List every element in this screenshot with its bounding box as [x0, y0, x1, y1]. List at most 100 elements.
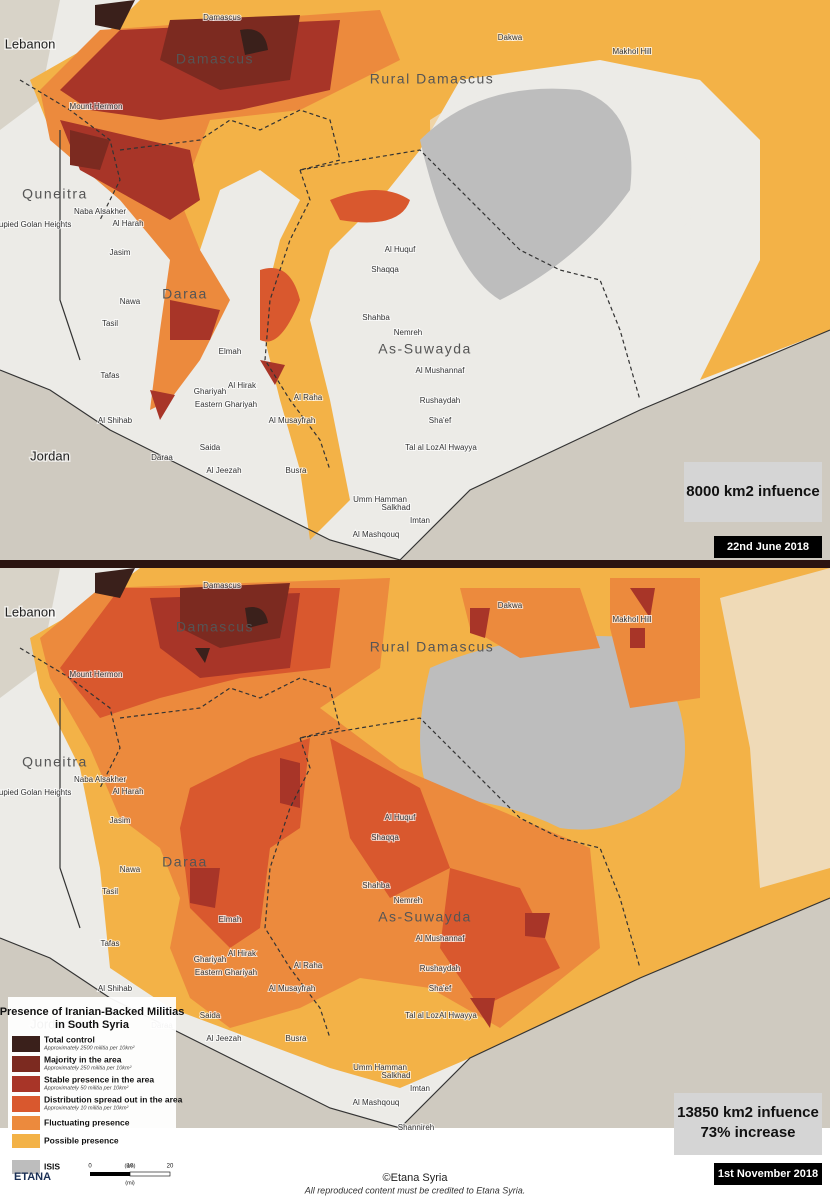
place-label: Al Mushannaf [416, 934, 466, 943]
credit: ©Etana Syria [383, 1172, 449, 1184]
country-label: Lebanon [5, 36, 56, 51]
place-label: Al Harah [112, 787, 143, 796]
place-label: Ghariyah [194, 387, 226, 396]
scale-tick: 10 [127, 1164, 134, 1170]
place-label: Sha'ef [429, 416, 452, 425]
legend-label: Possible presence [44, 1135, 119, 1145]
map-panel [0, 568, 830, 1129]
place-label: Imtan [410, 516, 430, 525]
place-label: Eastern Ghariyah [195, 400, 257, 409]
place-label: Makhol Hill [612, 615, 651, 624]
place-label: Al Musayfrah [269, 984, 316, 993]
place-label: Tal al Loz [405, 1011, 439, 1020]
legend-note: Approximately 10 militia per 10km² [43, 1105, 129, 1111]
legend-title: Presence of Iranian-Backed Militias in So… [0, 1006, 184, 1031]
date-label: 22nd June 2018 [727, 541, 809, 553]
increase-text: 73% increase [700, 1124, 795, 1141]
legend-label: Fluctuating presence [44, 1117, 130, 1127]
place-label: Al Musayfrah [269, 416, 316, 425]
place-label: Tafas [100, 371, 119, 380]
influence-box [684, 462, 822, 522]
legend-swatch [12, 1096, 40, 1112]
place-label: Naba Alsakher [74, 775, 126, 784]
place-label: Al Shihab [98, 416, 133, 425]
legend: Presence of Iranian-Backed Militias in So… [0, 997, 184, 1189]
region-label: As-Suwayda [378, 341, 472, 357]
place-label: Umm Hamman [353, 1063, 407, 1072]
legend-swatch [12, 1134, 40, 1148]
place-label: Al Shihab [98, 984, 133, 993]
place-label: Rushaydah [420, 964, 460, 973]
legend-swatch [12, 1056, 40, 1072]
legend-swatch [12, 1116, 40, 1130]
influence-box [674, 1093, 822, 1155]
place-label: Jasim [110, 816, 131, 825]
place-label: Jasim [110, 248, 131, 257]
place-label: Al Harah [112, 219, 143, 228]
place-label: Al Mushannaf [416, 366, 466, 375]
place-label: Nemreh [394, 896, 422, 905]
place-label: Dakwa [498, 33, 523, 42]
place-label: Ghariyah [194, 955, 226, 964]
place-label: Busra [286, 1034, 307, 1043]
scale-bar [90, 1172, 130, 1176]
place-label: Mount Hermon [70, 102, 123, 111]
date-box [714, 536, 822, 558]
date-box [714, 1163, 822, 1185]
scale-unit: (km) [125, 1163, 136, 1169]
legend-label: Majority in the area [44, 1054, 122, 1064]
scale-unit: (mi) [125, 1180, 135, 1186]
place-label: Saida [200, 1011, 221, 1020]
place-label: Shaqqa [371, 833, 399, 842]
place-label: Tal al Loz [405, 443, 439, 452]
legend-label: ISIS [44, 1161, 60, 1171]
place-label: Al Hirak [228, 949, 257, 958]
place-label: Shaqqa [371, 265, 399, 274]
place-label: Nemreh [394, 328, 422, 337]
region-label: Damascus [176, 619, 254, 635]
place-label: Al Hwayya [439, 1011, 477, 1020]
legend-swatch [12, 1160, 40, 1174]
place-label: Al Raha [294, 961, 323, 970]
region-label: Rural Damascus [370, 71, 494, 87]
legend-note: Approximately 250 militia per 10km² [43, 1065, 132, 1071]
scale-tick: 20 [167, 1164, 174, 1170]
place-label: Eastern Ghariyah [195, 968, 257, 977]
place-label: Al Raha [294, 393, 323, 402]
legend-label: Stable presence in the area [44, 1074, 154, 1084]
legend-note: Approximately 2500 militia per 10km² [43, 1045, 135, 1051]
place-label: Dakwa [498, 601, 523, 610]
place-label: Busra [286, 466, 307, 475]
logo: ETANA [14, 1171, 51, 1183]
place-label: Nawa [120, 865, 141, 874]
place-label: Naba Alsakher [74, 207, 126, 216]
region-label: Daraa [162, 854, 208, 870]
place-label: Elmah [219, 915, 242, 924]
country-label: Jordan [30, 448, 70, 463]
place-label: Al Mashqouq [353, 1098, 400, 1107]
disclaimer: All reproduced content must be credited … [304, 1185, 526, 1195]
place-label: Makhol Hill [612, 47, 651, 56]
place-label: Saida [200, 443, 221, 452]
place-label: Rushaydah [420, 396, 460, 405]
region-label: Damascus [176, 51, 254, 67]
region-label: Daraa [162, 286, 208, 302]
place-label: Tasil [102, 887, 118, 896]
place-label: Al Hwayya [439, 443, 477, 452]
place-label: Elmah [219, 347, 242, 356]
place-label: Sha'ef [429, 984, 452, 993]
place-label: Al Jeezah [206, 466, 241, 475]
place-label: Al Mashqouq [353, 530, 400, 539]
place-label: Umm Hamman [353, 495, 407, 504]
place-label: Salkhad [382, 503, 411, 512]
region-label: Quneitra [22, 754, 88, 770]
place-label: Tafas [100, 939, 119, 948]
place-label: Daraa [151, 453, 173, 462]
place-label: Al Jeezah [206, 1034, 241, 1043]
legend-swatch [12, 1036, 40, 1052]
place-label: Imtan [410, 1084, 430, 1093]
map-panel [0, 0, 830, 561]
influence-text: 13850 km2 infuence [677, 1104, 819, 1121]
